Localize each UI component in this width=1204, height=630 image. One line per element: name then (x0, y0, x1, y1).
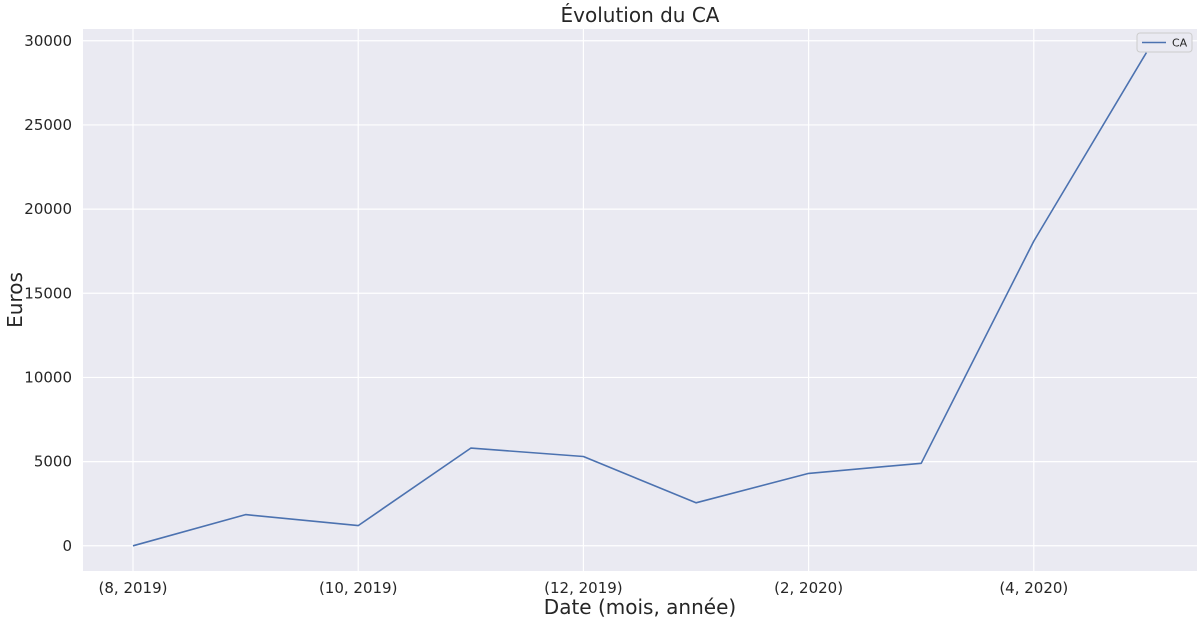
x-tick-label: (8, 2019) (99, 579, 168, 597)
x-tick-label: (4, 2020) (999, 579, 1068, 597)
x-tick-label: (2, 2020) (774, 579, 843, 597)
plot-area (83, 29, 1197, 571)
y-tick-label: 0 (62, 537, 72, 555)
legend: CA (1137, 33, 1192, 52)
y-tick-label: 30000 (24, 32, 72, 50)
x-tick-label: (10, 2019) (319, 579, 398, 597)
y-axis-title: Euros (3, 272, 27, 328)
y-axis-ticks: 0 5000 10000 15000 20000 25000 30000 (24, 32, 72, 555)
y-tick-label: 25000 (24, 116, 72, 134)
x-axis-title: Date (mois, année) (544, 595, 736, 619)
y-tick-label: 5000 (34, 453, 72, 471)
y-tick-label: 20000 (24, 200, 72, 218)
legend-label-ca: CA (1172, 37, 1188, 50)
chart-title: Évolution du CA (561, 3, 720, 27)
y-tick-label: 10000 (24, 368, 72, 386)
y-tick-label: 15000 (24, 284, 72, 302)
